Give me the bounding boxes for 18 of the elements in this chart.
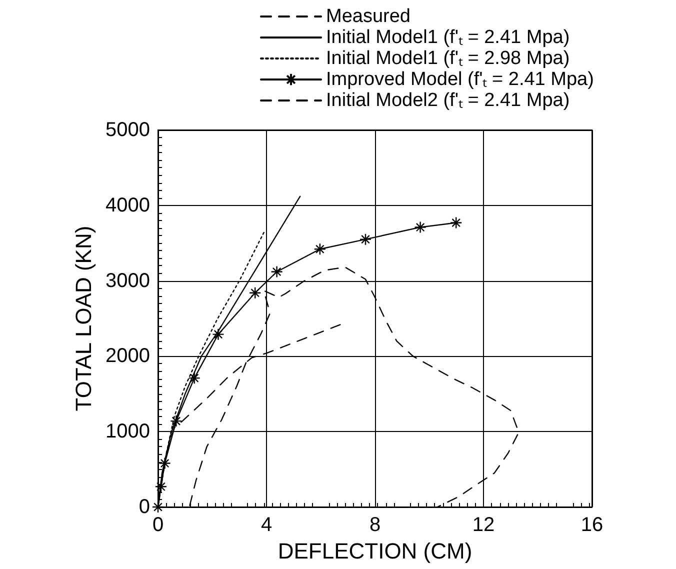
y-tick-label: 1000	[106, 420, 150, 443]
x-axis-title: DEFLECTION (CM)	[278, 538, 472, 564]
legend-label: Improved Model (f'ₜ = 2.41 Mpa)	[326, 69, 594, 90]
legend-label: Initial Model1 (f'ₜ = 2.98 Mpa)	[326, 48, 570, 69]
legend-label: Initial Model2 (f'ₜ = 2.41 Mpa)	[326, 90, 570, 111]
legend-label: Initial Model1 (f'ₜ = 2.41 Mpa)	[326, 27, 570, 48]
x-tick-label: 8	[369, 514, 381, 536]
x-tick-label: 4	[260, 514, 272, 536]
y-tick-label: 2000	[106, 345, 150, 368]
legend-label: Measured	[326, 6, 410, 27]
y-tick-label: 5000	[106, 119, 150, 141]
y-axis-title: TOTAL LOAD (KN)	[71, 226, 96, 412]
y-tick-label: 0	[138, 496, 150, 518]
x-tick-label: 16	[580, 514, 604, 536]
x-tick-label: 12	[472, 514, 495, 536]
y-tick-label: 4000	[106, 194, 150, 216]
y-tick-label: 3000	[106, 270, 150, 292]
x-tick-label: 0	[152, 514, 164, 536]
